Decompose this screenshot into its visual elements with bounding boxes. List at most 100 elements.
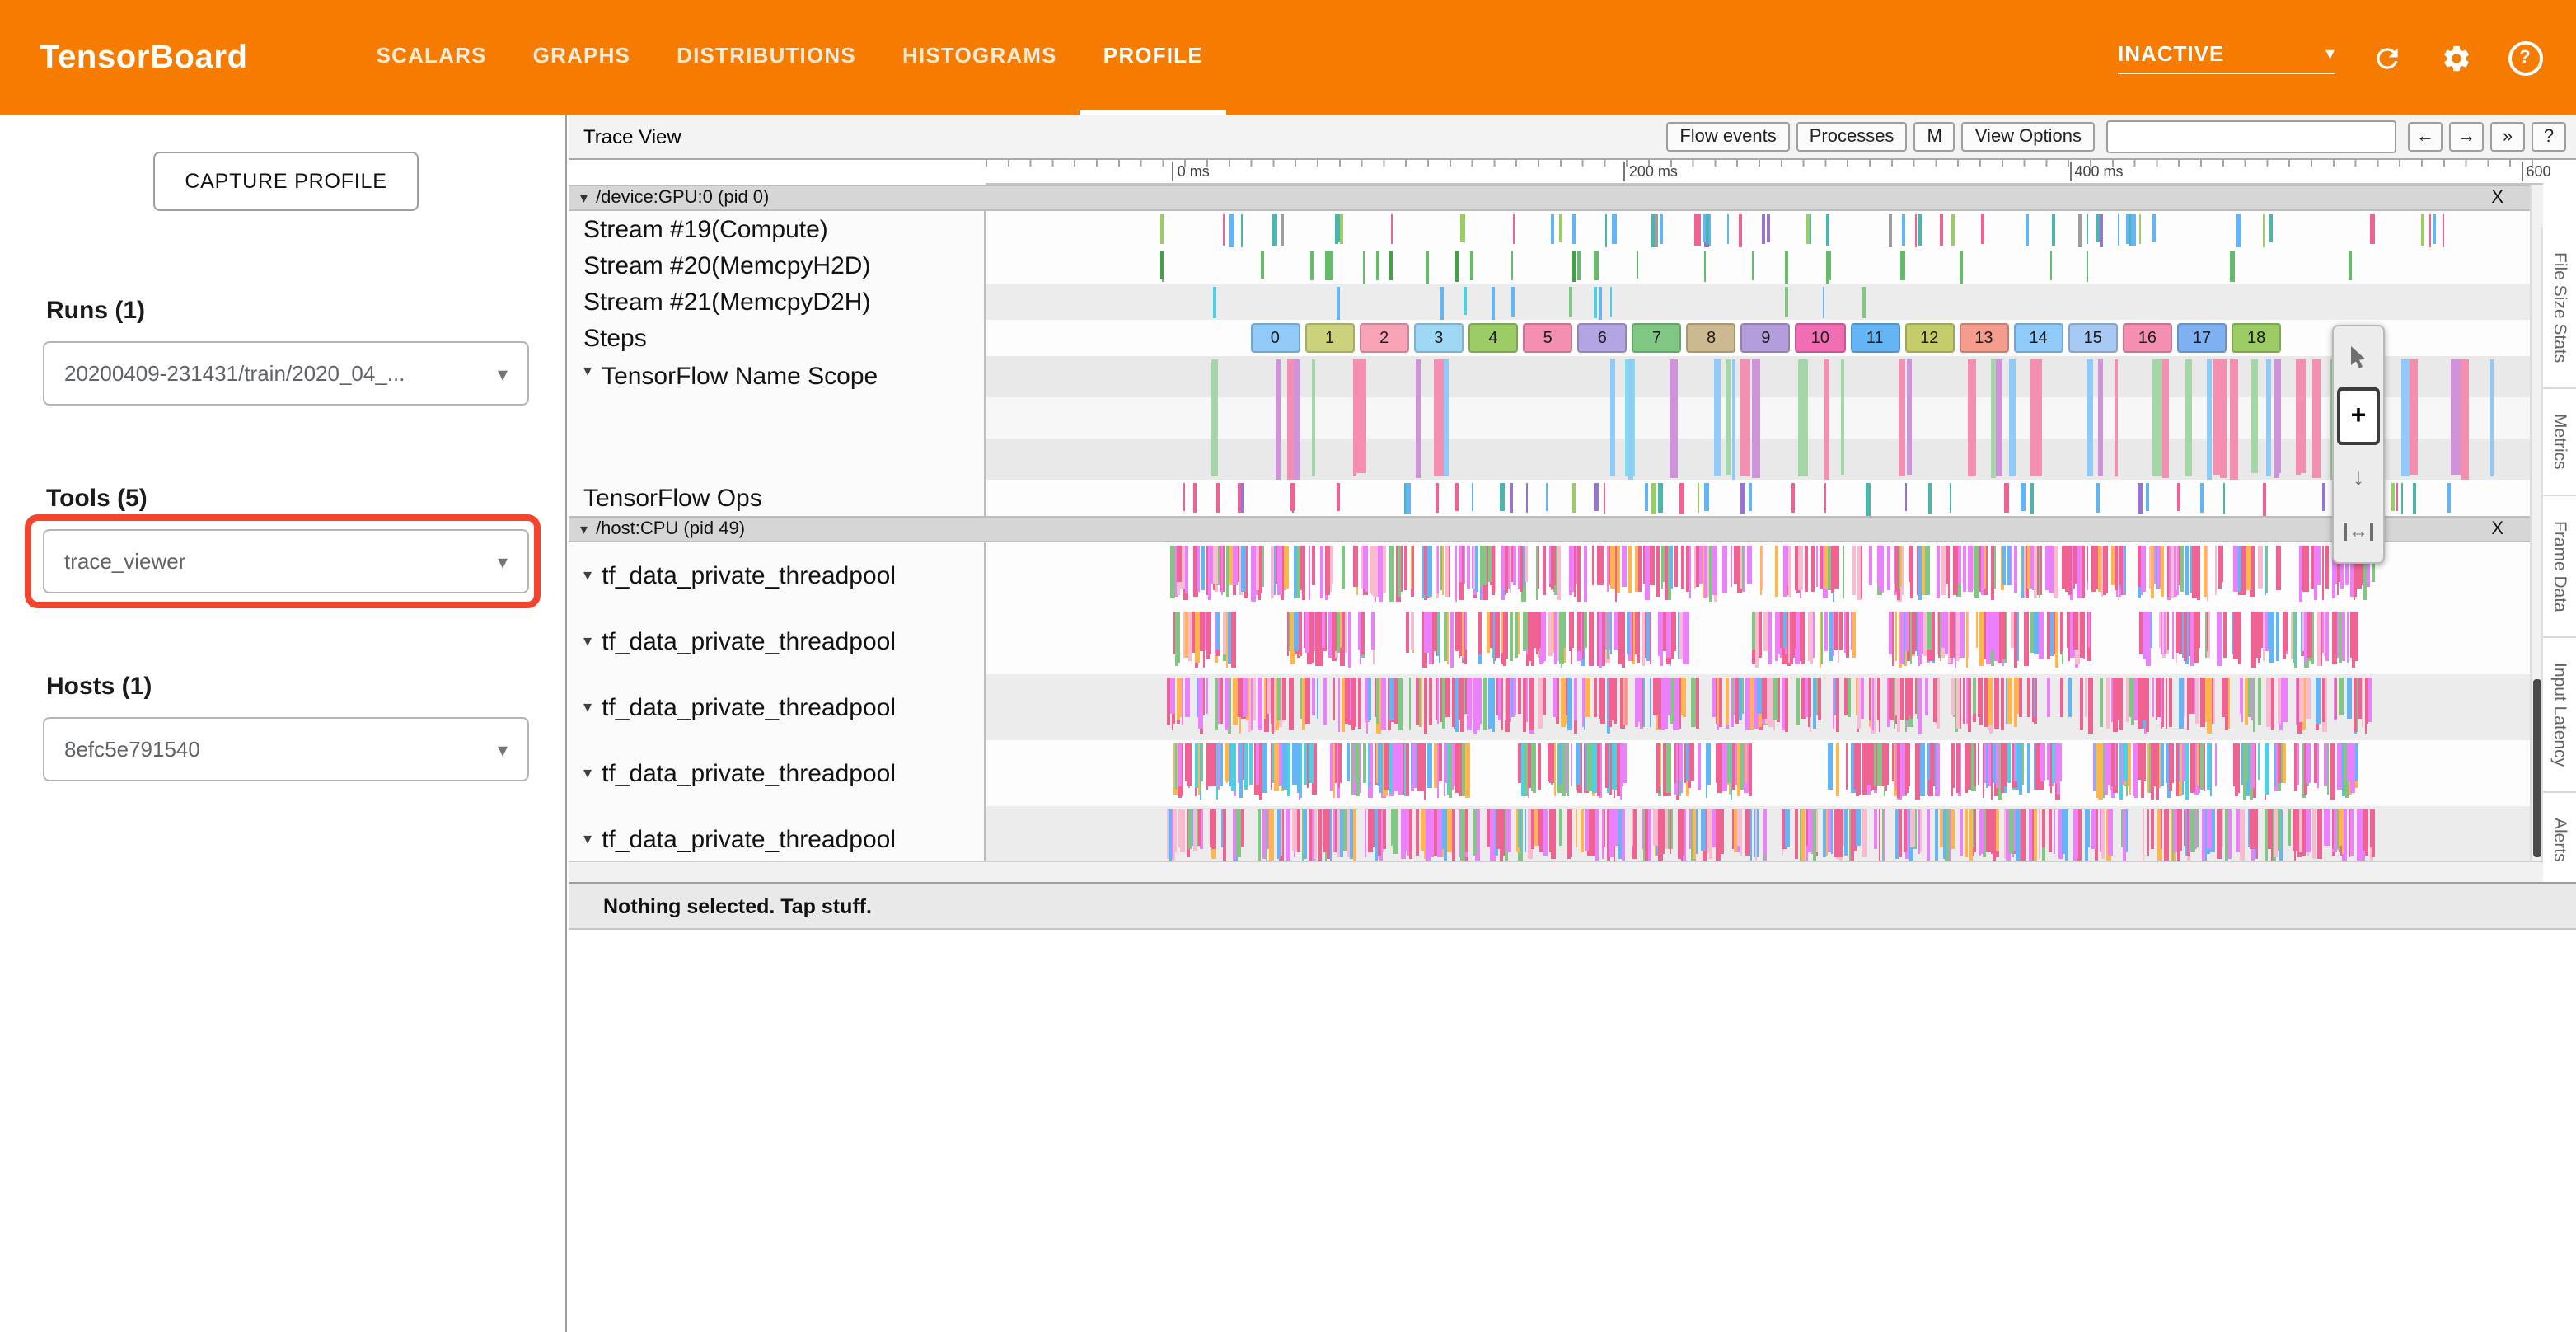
track-row: ▾ TensorFlow Name Scope [569,356,2543,480]
collapse-caret-icon[interactable]: ▾ [583,632,592,650]
trace-help-button[interactable]: ? [2532,122,2566,152]
track-label[interactable]: ▾ tf_data_private_threadpool [569,740,986,806]
pan-tool-icon[interactable]: ↓ [2353,462,2364,489]
step-box-8[interactable]: 8 [1686,323,1736,353]
sidebar: CAPTURE PROFILE Runs (1) 20200409-231431… [0,115,567,1332]
step-box-5[interactable]: 5 [1523,323,1573,353]
collapse-caret-icon[interactable]: ▾ [583,698,592,716]
tab-scalars[interactable]: SCALARS [376,43,487,68]
capture-profile-button[interactable]: CAPTURE PROFILE [153,152,419,211]
tab-input-latency[interactable]: Input Latency [2543,639,2576,794]
cpu-section-close-button[interactable]: X [2491,519,2503,539]
hosts-select[interactable]: 8efc5e791540 ▾ [43,717,529,781]
tab-metrics[interactable]: Metrics [2543,389,2576,496]
step-box-0[interactable]: 0 [1250,323,1300,353]
collapse-caret-icon[interactable]: ▾ [583,764,592,782]
vertical-scrollbar[interactable] [2530,185,2543,861]
processes-button[interactable]: Processes [1796,122,1908,152]
track-timeline[interactable] [986,356,2543,480]
refresh-icon[interactable] [2368,40,2405,76]
tab-histograms[interactable]: HISTOGRAMS [902,43,1057,68]
track-label[interactable]: Stream #20(MemcpyH2D) [569,247,986,284]
collapse-caret-icon[interactable]: ▾ [583,566,592,584]
view-options-button[interactable]: View Options [1961,122,2095,152]
step-box-3[interactable]: 3 [1413,323,1464,353]
track-timeline[interactable] [986,480,2543,516]
step-box-2[interactable]: 2 [1359,323,1409,353]
status-dropdown[interactable]: INACTIVE ▾ [2118,41,2335,74]
hosts-label: Hosts (1) [46,673,152,701]
step-box-17[interactable]: 17 [2176,323,2227,353]
tab-frame-data[interactable]: Frame Data [2543,496,2576,639]
step-box-11[interactable]: 11 [1850,323,1900,353]
track-timeline[interactable] [986,247,2543,284]
chevron-down-icon: ▾ [497,550,508,573]
tools-select[interactable]: trace_viewer ▾ [43,529,529,593]
track-timeline[interactable]: 0 1 2 3 4 5 6 7 8 9 10 11 12 13 14 15 16 17 18 [986,320,2543,356]
step-box-13[interactable]: 13 [1959,323,2009,353]
track-label[interactable]: ▾ tf_data_private_threadpool [569,674,986,740]
track-label[interactable]: ▾ TensorFlow Name Scope [569,356,986,480]
track-timeline[interactable] [986,806,2543,861]
step-box-1[interactable]: 1 [1304,323,1355,353]
track-label[interactable]: Stream #19(Compute) [569,211,986,247]
trace-search-input[interactable] [2106,120,2396,153]
tab-file-size-stats[interactable]: File Size Stats [2543,227,2576,390]
step-box-14[interactable]: 14 [2013,323,2063,353]
tab-graphs[interactable]: GRAPHS [532,43,631,68]
scrollbar-thumb[interactable] [2533,679,2541,857]
tab-alerts[interactable]: Alerts [2543,794,2576,861]
tab-distributions[interactable]: DISTRIBUTIONS [677,43,856,68]
track-timeline[interactable] [986,740,2543,806]
collapse-caret-icon[interactable]: ▾ [583,830,592,848]
fast-forward-button[interactable]: » [2490,122,2525,152]
gpu-section-close-button[interactable]: X [2491,188,2503,208]
help-icon[interactable]: ? [2507,40,2543,76]
track-label[interactable]: Stream #21(MemcpyD2H) [569,284,986,320]
track-timeline[interactable] [986,284,2543,320]
step-box-7[interactable]: 7 [1632,323,1682,353]
track-label[interactable]: Steps [569,320,986,356]
track-timeline[interactable] [986,608,2543,674]
track-label[interactable]: TensorFlow Ops [569,480,986,516]
step-box-12[interactable]: 12 [1904,323,1955,353]
track-timeline[interactable] [986,674,2543,740]
next-button[interactable]: → [2449,122,2484,152]
chevron-down-icon: ▾ [497,362,508,385]
analysis-empty-area [569,930,2576,1332]
collapse-caret-icon[interactable]: ▾ [583,363,592,381]
track-label[interactable]: ▾ tf_data_private_threadpool [569,608,986,674]
step-box-9[interactable]: 9 [1740,323,1791,353]
tab-profile[interactable]: PROFILE [1080,0,1226,115]
runs-select[interactable]: 20200409-231431/train/2020_04_... ▾ [43,341,529,406]
track-row: Stream #20(MemcpyH2D) [569,247,2543,284]
collapse-caret-icon[interactable]: ▾ [580,189,588,205]
tool-palette: + ↓ ↔ [2332,325,2385,564]
gpu-section-header[interactable]: ▾ /device:GPU:0 (pid 0) X [569,185,2543,211]
collapse-caret-icon[interactable]: ▾ [580,520,588,537]
step-box-15[interactable]: 15 [2068,323,2118,353]
timing-tool-icon[interactable]: ↔ [2337,506,2380,557]
track-label[interactable]: ▾ tf_data_private_threadpool [569,542,986,608]
track-row: ▾ tf_data_private_threadpool [569,608,2543,674]
track-row: Stream #21(MemcpyD2H) [569,284,2543,320]
track-timeline[interactable] [986,211,2543,247]
zoom-tool-icon[interactable]: + [2337,387,2380,445]
step-box-18[interactable]: 18 [2232,323,2282,353]
cpu-section-header[interactable]: ▾ /host:CPU (pid 49) X [569,516,2543,542]
trace-view-title: Trace View [583,125,681,148]
chevron-down-icon: ▾ [497,738,508,761]
prev-button[interactable]: ← [2408,122,2443,152]
select-tool-icon[interactable] [2337,331,2380,382]
settings-gear-icon[interactable] [2438,40,2474,76]
horizontal-scrollbar[interactable] [569,861,2543,882]
flow-events-button[interactable]: Flow events [1666,122,1790,152]
step-box-6[interactable]: 6 [1577,323,1628,353]
step-box-16[interactable]: 16 [2122,323,2172,353]
step-box-10[interactable]: 10 [1795,323,1845,353]
track-timeline[interactable] [986,542,2543,608]
track-label[interactable]: ▾ tf_data_private_threadpool [569,806,986,861]
step-box-4[interactable]: 4 [1468,323,1519,353]
metadata-button[interactable]: M [1913,122,1955,152]
